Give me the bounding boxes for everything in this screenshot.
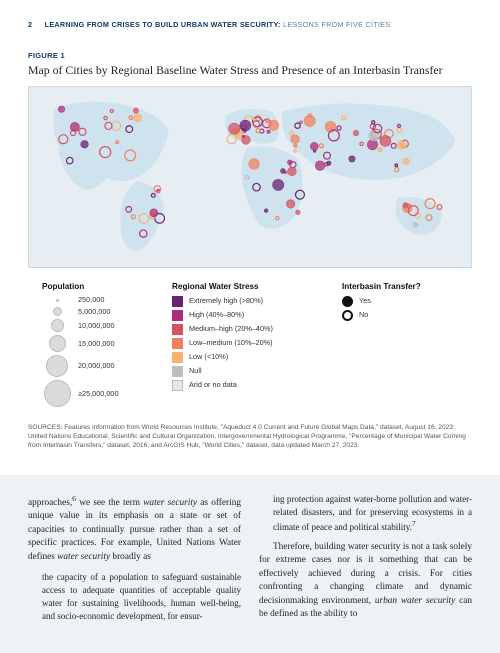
interbasin-no-icon [342, 310, 353, 321]
body-quote: the capacity of a population to safeguar… [42, 571, 241, 623]
population-row: 250,000 [42, 296, 152, 304]
legend-population-heading: Population [42, 282, 152, 291]
population-label: ≥25,000,000 [78, 390, 119, 398]
stress-label: Low (<10%) [189, 353, 228, 361]
stress-row: Low (<10%) [172, 352, 322, 363]
stress-label: Medium–high (20%–40%) [189, 325, 273, 333]
interbasin-yes-label: Yes [359, 297, 371, 305]
legend-population: Population 250,000 5,000,000 10,000,000 15,… [42, 282, 152, 410]
legend-interbasin: Interbasin Transfer? Yes No [342, 282, 421, 410]
population-row: 20,000,000 [42, 355, 152, 377]
population-row: 10,000,000 [42, 319, 152, 332]
legend-stress-heading: Regional Water Stress [172, 282, 322, 291]
legend-interbasin-heading: Interbasin Transfer? [342, 282, 421, 291]
stress-row: Extremely high (>80%) [172, 296, 322, 307]
stress-row: Null [172, 366, 322, 377]
body-p2: ing protection against water-borne pollu… [273, 493, 472, 534]
stress-row: Low–medium (10%–20%) [172, 338, 322, 349]
body-p1: approaches,6 we see the term water secur… [28, 493, 241, 564]
stress-label: Null [189, 367, 202, 375]
figure-label: FIGURE 1 [28, 51, 472, 60]
interbasin-no-row: No [342, 310, 421, 321]
population-label: 250,000 [78, 296, 104, 304]
figure-title: Map of Cities by Regional Baseline Water… [28, 63, 472, 78]
running-head-bold: LEARNING FROM CRISES TO BUILD URBAN WATE… [45, 20, 281, 29]
running-header: 2 LEARNING FROM CRISES TO BUILD URBAN WA… [28, 20, 472, 29]
population-row: ≥25,000,000 [42, 380, 152, 407]
stress-label: Arid or no data [189, 381, 237, 389]
stress-label: Extremely high (>80%) [189, 297, 263, 305]
body-p3: Therefore, building water security is no… [259, 541, 472, 622]
page-number: 2 [28, 20, 32, 29]
population-label: 15,000,000 [78, 340, 115, 348]
population-label: 5,000,000 [78, 308, 110, 316]
figure-sources: SOURCES: Features information from World… [28, 424, 472, 467]
stress-label: High (40%–80%) [189, 311, 244, 319]
body-text-block: approaches,6 we see the term water secur… [0, 475, 500, 653]
legends: Population 250,000 5,000,000 10,000,000 15,… [28, 282, 472, 410]
interbasin-no-label: No [359, 311, 368, 319]
legend-stress: Regional Water Stress Extremely high (>8… [172, 282, 322, 410]
world-map-svg [29, 87, 471, 267]
population-row: 15,000,000 [42, 335, 152, 352]
stress-label: Low–medium (10%–20%) [189, 339, 273, 347]
stress-row: Arid or no data [172, 380, 322, 391]
interbasin-yes-row: Yes [342, 296, 421, 307]
population-row: 5,000,000 [42, 307, 152, 316]
world-map [28, 86, 472, 268]
population-label: 10,000,000 [78, 322, 115, 330]
stress-row: Medium–high (20%–40%) [172, 324, 322, 335]
running-head-light: LESSONS FROM FIVE CITIES [281, 20, 391, 29]
stress-row: High (40%–80%) [172, 310, 322, 321]
body-columns: approaches,6 we see the term water secur… [28, 493, 472, 630]
interbasin-yes-icon [342, 296, 353, 307]
population-label: 20,000,000 [78, 362, 115, 370]
